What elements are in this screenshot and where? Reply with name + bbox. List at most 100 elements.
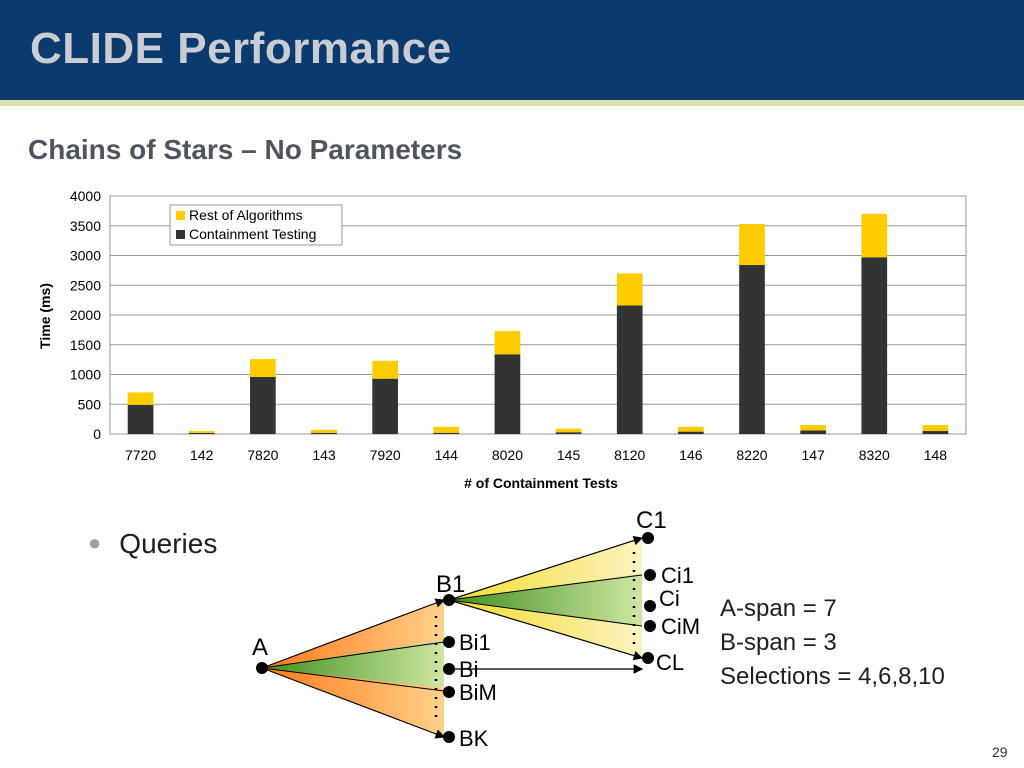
bar-containment-testing: [372, 378, 398, 434]
bar-containment-testing: [861, 257, 888, 434]
node-cim-label: CiM: [661, 614, 700, 639]
node-c1-label: C1: [636, 507, 667, 534]
bar-rest-of-algorithms: [372, 360, 398, 379]
y-tick-label: 500: [78, 396, 102, 412]
x-axis-label: # of Containment Tests: [464, 475, 618, 491]
bullet-text: Queries: [119, 528, 218, 559]
slide-subtitle: Chains of Stars – No Parameters: [28, 134, 463, 165]
x-tick-label: 8220: [736, 447, 767, 463]
x-tick-label: 145: [557, 447, 581, 463]
node-bim-label: BiM: [459, 680, 497, 705]
node-bk-label: BK: [459, 726, 489, 751]
legend-swatch-rest: [176, 211, 185, 220]
x-tick-label: 144: [435, 447, 459, 463]
plot-area-border: [109, 195, 967, 435]
node-bi-dot: [443, 663, 455, 675]
bar-rest-of-algorithms: [188, 431, 215, 433]
y-tick-label: 1500: [70, 337, 101, 353]
x-tick-label: 148: [924, 447, 948, 463]
x-tick-label: 8120: [614, 447, 645, 463]
page-number: 29: [992, 744, 1008, 760]
x-tick-label: 8320: [859, 447, 890, 463]
a-fan-inner: [262, 640, 444, 688]
y-tick-label: 3500: [70, 218, 101, 234]
bar-rest-of-algorithms: [616, 273, 643, 306]
bar-containment-testing: [188, 432, 215, 434]
bar-rest-of-algorithms: [861, 213, 888, 258]
legend-box: [169, 204, 343, 246]
bar-rest-of-algorithms: [555, 428, 582, 433]
node-a-dot: [256, 662, 268, 674]
node-bi-label: Bi: [459, 657, 479, 682]
x-axis-ticks: 7720 142 7820 143 7920 144 8020 145 8120 146 8220 1…: [125, 447, 947, 463]
node-c1-dot: [642, 532, 654, 544]
edge-b1-cl: [448, 599, 644, 661]
node-bi1-dot: [443, 636, 455, 648]
y-tick-label: 3000: [70, 248, 101, 264]
y-tick-label: 1000: [70, 367, 101, 383]
legend-label-rest: Rest of Algorithms: [189, 207, 303, 223]
x-tick-label: 147: [801, 447, 825, 463]
bar-containment-testing: [678, 431, 704, 434]
x-tick-label: 143: [312, 447, 336, 463]
bar-rest-of-algorithms: [800, 425, 826, 431]
y-axis-ticks: 0 500 1000 1500 2000 2500 3000 3500 4000: [70, 188, 101, 442]
stacked-bar-chart: 0 500 1000 1500 2000 2500 3000 3500 4000 7720 142…: [37, 188, 967, 491]
node-cl-dot: [642, 652, 654, 664]
span-stats: A-span = 7 B-span = 3 Selections = 4,6,8…: [720, 592, 945, 694]
y-tick-label: 4000: [70, 188, 101, 204]
a-span-text: A-span = 7: [720, 595, 837, 622]
bar-containment-testing: [555, 432, 582, 434]
bullet-dot: ●: [88, 530, 102, 555]
node-ci1-label: Ci1: [661, 563, 694, 588]
bar-containment-testing: [311, 432, 337, 434]
edge-a-bim: [261, 667, 445, 692]
y-tick-label: 0: [93, 426, 101, 442]
bar-rest-of-algorithms: [433, 426, 460, 433]
bar-rest-of-algorithms: [739, 223, 765, 266]
slide-title: CLIDE Performance: [30, 24, 452, 73]
edge-b1-ci1: [448, 574, 643, 601]
legend-swatch-containment: [176, 230, 185, 239]
title-bar: [0, 0, 1024, 100]
node-b1-label: B1: [436, 571, 465, 598]
node-cl-label: CL: [656, 650, 684, 675]
b-span-text: B-span = 3: [720, 629, 837, 656]
node-ci-label: Ci: [659, 586, 680, 611]
bullet-item: ● Queries: [88, 528, 217, 560]
bar-containment-testing: [433, 432, 460, 434]
bar-containment-testing: [739, 265, 765, 434]
node-bk-dot: [443, 731, 455, 743]
edge-a-bi1: [261, 641, 445, 669]
bar-rest-of-algorithms: [494, 331, 521, 355]
x-tick-label: 7720: [125, 447, 156, 463]
b1-fan-outer: [449, 538, 642, 658]
node-a-label: A: [252, 634, 268, 661]
edge-a-bk: [261, 667, 446, 739]
bar-rest-of-algorithms: [127, 392, 154, 405]
bar-rest-of-algorithms: [922, 425, 949, 432]
node-bim-dot: [443, 686, 455, 698]
bar-containment-testing: [922, 431, 949, 434]
a-fan-outer: [262, 600, 444, 737]
x-tick-label: 142: [190, 447, 214, 463]
bar-rest-of-algorithms: [311, 429, 337, 433]
bar-rest-of-algorithms: [250, 359, 276, 377]
node-ci1-dot: [644, 569, 656, 581]
bar-containment-testing: [127, 404, 154, 434]
y-axis-label: Time (ms): [37, 283, 53, 349]
bar-containment-testing: [800, 430, 826, 434]
chart-legend: Rest of Algorithms Containment Testing: [169, 204, 343, 246]
chart-bars: [127, 213, 949, 434]
node-cim-dot: [644, 620, 656, 632]
y-tick-label: 2500: [70, 277, 101, 293]
bar-rest-of-algorithms: [678, 426, 704, 432]
x-tick-label: 8020: [492, 447, 523, 463]
bar-containment-testing: [250, 376, 276, 434]
y-tick-label: 2000: [70, 307, 101, 323]
legend-label-containment: Containment Testing: [189, 226, 316, 242]
bar-containment-testing: [616, 305, 643, 434]
bar-containment-testing: [494, 354, 521, 434]
selections-text: Selections = 4,6,8,10: [720, 663, 945, 690]
edge-b1-c1: [448, 535, 644, 601]
